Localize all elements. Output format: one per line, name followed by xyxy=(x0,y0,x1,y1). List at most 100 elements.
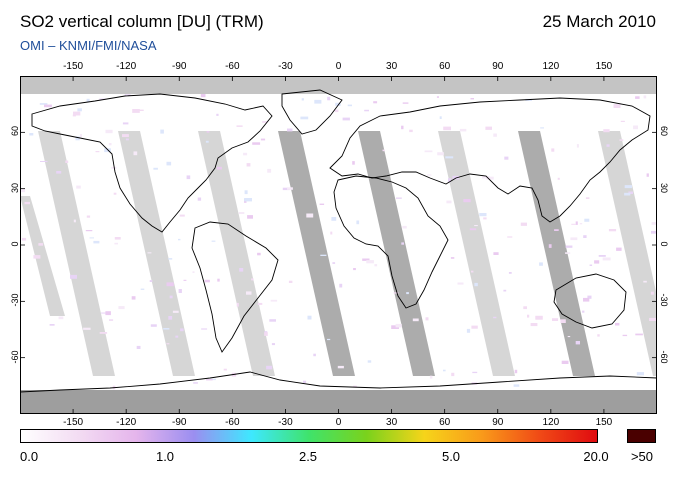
so2-pixel xyxy=(56,171,62,174)
top-longitude-label: 150 xyxy=(595,61,613,72)
so2-pixel xyxy=(320,254,327,256)
so2-pixel xyxy=(450,257,455,259)
so2-pixel xyxy=(396,197,402,199)
so2-pixel xyxy=(445,156,454,159)
so2-pixel xyxy=(513,384,520,387)
so2-pixel xyxy=(565,245,573,248)
so2-pixel xyxy=(615,322,620,326)
so2-pixel xyxy=(125,138,129,141)
bottom-longitude-label: 30 xyxy=(386,417,398,428)
so2-pixel xyxy=(472,371,478,374)
so2-pixel xyxy=(166,161,172,166)
so2-pixel xyxy=(353,385,357,387)
so2-pixel xyxy=(393,292,399,294)
orbit-gap-stripe xyxy=(598,131,657,376)
so2-pixel xyxy=(70,274,77,279)
so2-pixel xyxy=(236,125,243,127)
so2-pixel xyxy=(353,268,356,271)
so2-pixel xyxy=(109,319,114,321)
africa-coast xyxy=(333,175,449,309)
so2-pixel xyxy=(287,187,293,190)
map-subtitle: OMI – KNMI/FMI/NASA xyxy=(20,38,157,53)
so2-pixel xyxy=(520,222,527,226)
so2-pixel xyxy=(651,222,657,225)
so2-pixel xyxy=(327,338,331,341)
colorbar-label: 5.0 xyxy=(441,449,461,464)
so2-pixel xyxy=(210,378,216,381)
so2-pixel xyxy=(446,200,452,204)
so2-pixel xyxy=(270,299,278,302)
south-america-coast xyxy=(191,221,279,353)
map-title: SO2 vertical column [DU] (TRM) xyxy=(20,12,264,31)
so2-pixel xyxy=(303,380,307,383)
so2-pixel xyxy=(168,258,173,260)
orbit-gap-stripe xyxy=(38,131,115,376)
so2-pixel xyxy=(160,129,164,134)
so2-pixel xyxy=(650,291,654,295)
colorbar-label: 20.0 xyxy=(583,449,609,464)
so2-pixel xyxy=(244,198,252,202)
so2-pixel xyxy=(560,319,566,323)
top-longitude-label: -60 xyxy=(225,61,240,72)
so2-pixel xyxy=(267,168,272,173)
so2-pixel xyxy=(382,149,385,152)
so2-pixel xyxy=(40,161,48,162)
so2-pixel xyxy=(561,360,569,364)
right-latitude-label: 60 xyxy=(659,126,669,137)
orbit-gap-stripe xyxy=(198,131,275,376)
so2-pixel xyxy=(443,369,446,372)
colorbar-label: 2.5 xyxy=(298,449,318,464)
so2-pixel xyxy=(548,244,552,248)
so2-pixel xyxy=(523,306,527,310)
antarctica-coast xyxy=(20,371,657,393)
so2-pixel xyxy=(38,243,44,246)
so2-pixel xyxy=(486,176,494,180)
so2-pixel xyxy=(616,247,622,251)
so2-pixel xyxy=(606,144,610,147)
so2-pixel xyxy=(105,129,113,134)
so2-pixel xyxy=(597,334,600,337)
right-latitude-label: -30 xyxy=(659,293,669,307)
so2-pixel xyxy=(589,264,593,266)
greenland-coast xyxy=(281,89,343,135)
so2-pixel xyxy=(471,325,478,329)
bottom-longitude-label: -120 xyxy=(116,417,137,428)
so2-pixel xyxy=(319,203,325,205)
so2-pixel xyxy=(466,328,471,333)
so2-pixel xyxy=(271,343,275,346)
so2-pixel xyxy=(201,328,208,330)
so2-pixel xyxy=(514,369,518,374)
so2-pixel xyxy=(269,319,276,322)
orbit-gap-stripe xyxy=(118,131,195,376)
so2-pixel xyxy=(366,260,374,264)
so2-pixel xyxy=(83,327,91,330)
so2-pixel xyxy=(86,98,90,103)
so2-pixel xyxy=(585,197,590,199)
so2-pixel xyxy=(406,292,409,295)
so2-pixel xyxy=(262,121,268,123)
so2-pixel xyxy=(352,161,355,165)
top-longitude-label: 0 xyxy=(335,61,342,72)
top-longitude-label: 30 xyxy=(386,61,398,72)
so2-pixel xyxy=(136,109,144,111)
top-longitude-label: -150 xyxy=(63,61,84,72)
so2-pixel xyxy=(21,237,27,241)
right-latitude-label: -60 xyxy=(659,350,669,364)
so2-pixel xyxy=(282,187,290,191)
so2-pixel xyxy=(163,328,170,330)
so2-pixel xyxy=(193,382,198,384)
left-latitude-label: 30 xyxy=(10,182,20,193)
so2-pixel xyxy=(474,225,478,227)
bottom-longitude-label: 90 xyxy=(492,417,504,428)
so2-pixel xyxy=(186,175,191,180)
so2-pixel xyxy=(300,116,309,120)
so2-pixel xyxy=(89,237,94,239)
so2-pixel xyxy=(114,237,121,240)
so2-pixel xyxy=(565,252,571,254)
so2-pixel xyxy=(635,96,640,99)
bottom-longitude-label: -90 xyxy=(172,417,187,428)
so2-pixel xyxy=(624,185,632,189)
so2-pixel xyxy=(147,252,152,254)
bottom-longitude-label: 0 xyxy=(335,417,342,428)
map-frame xyxy=(20,76,657,414)
